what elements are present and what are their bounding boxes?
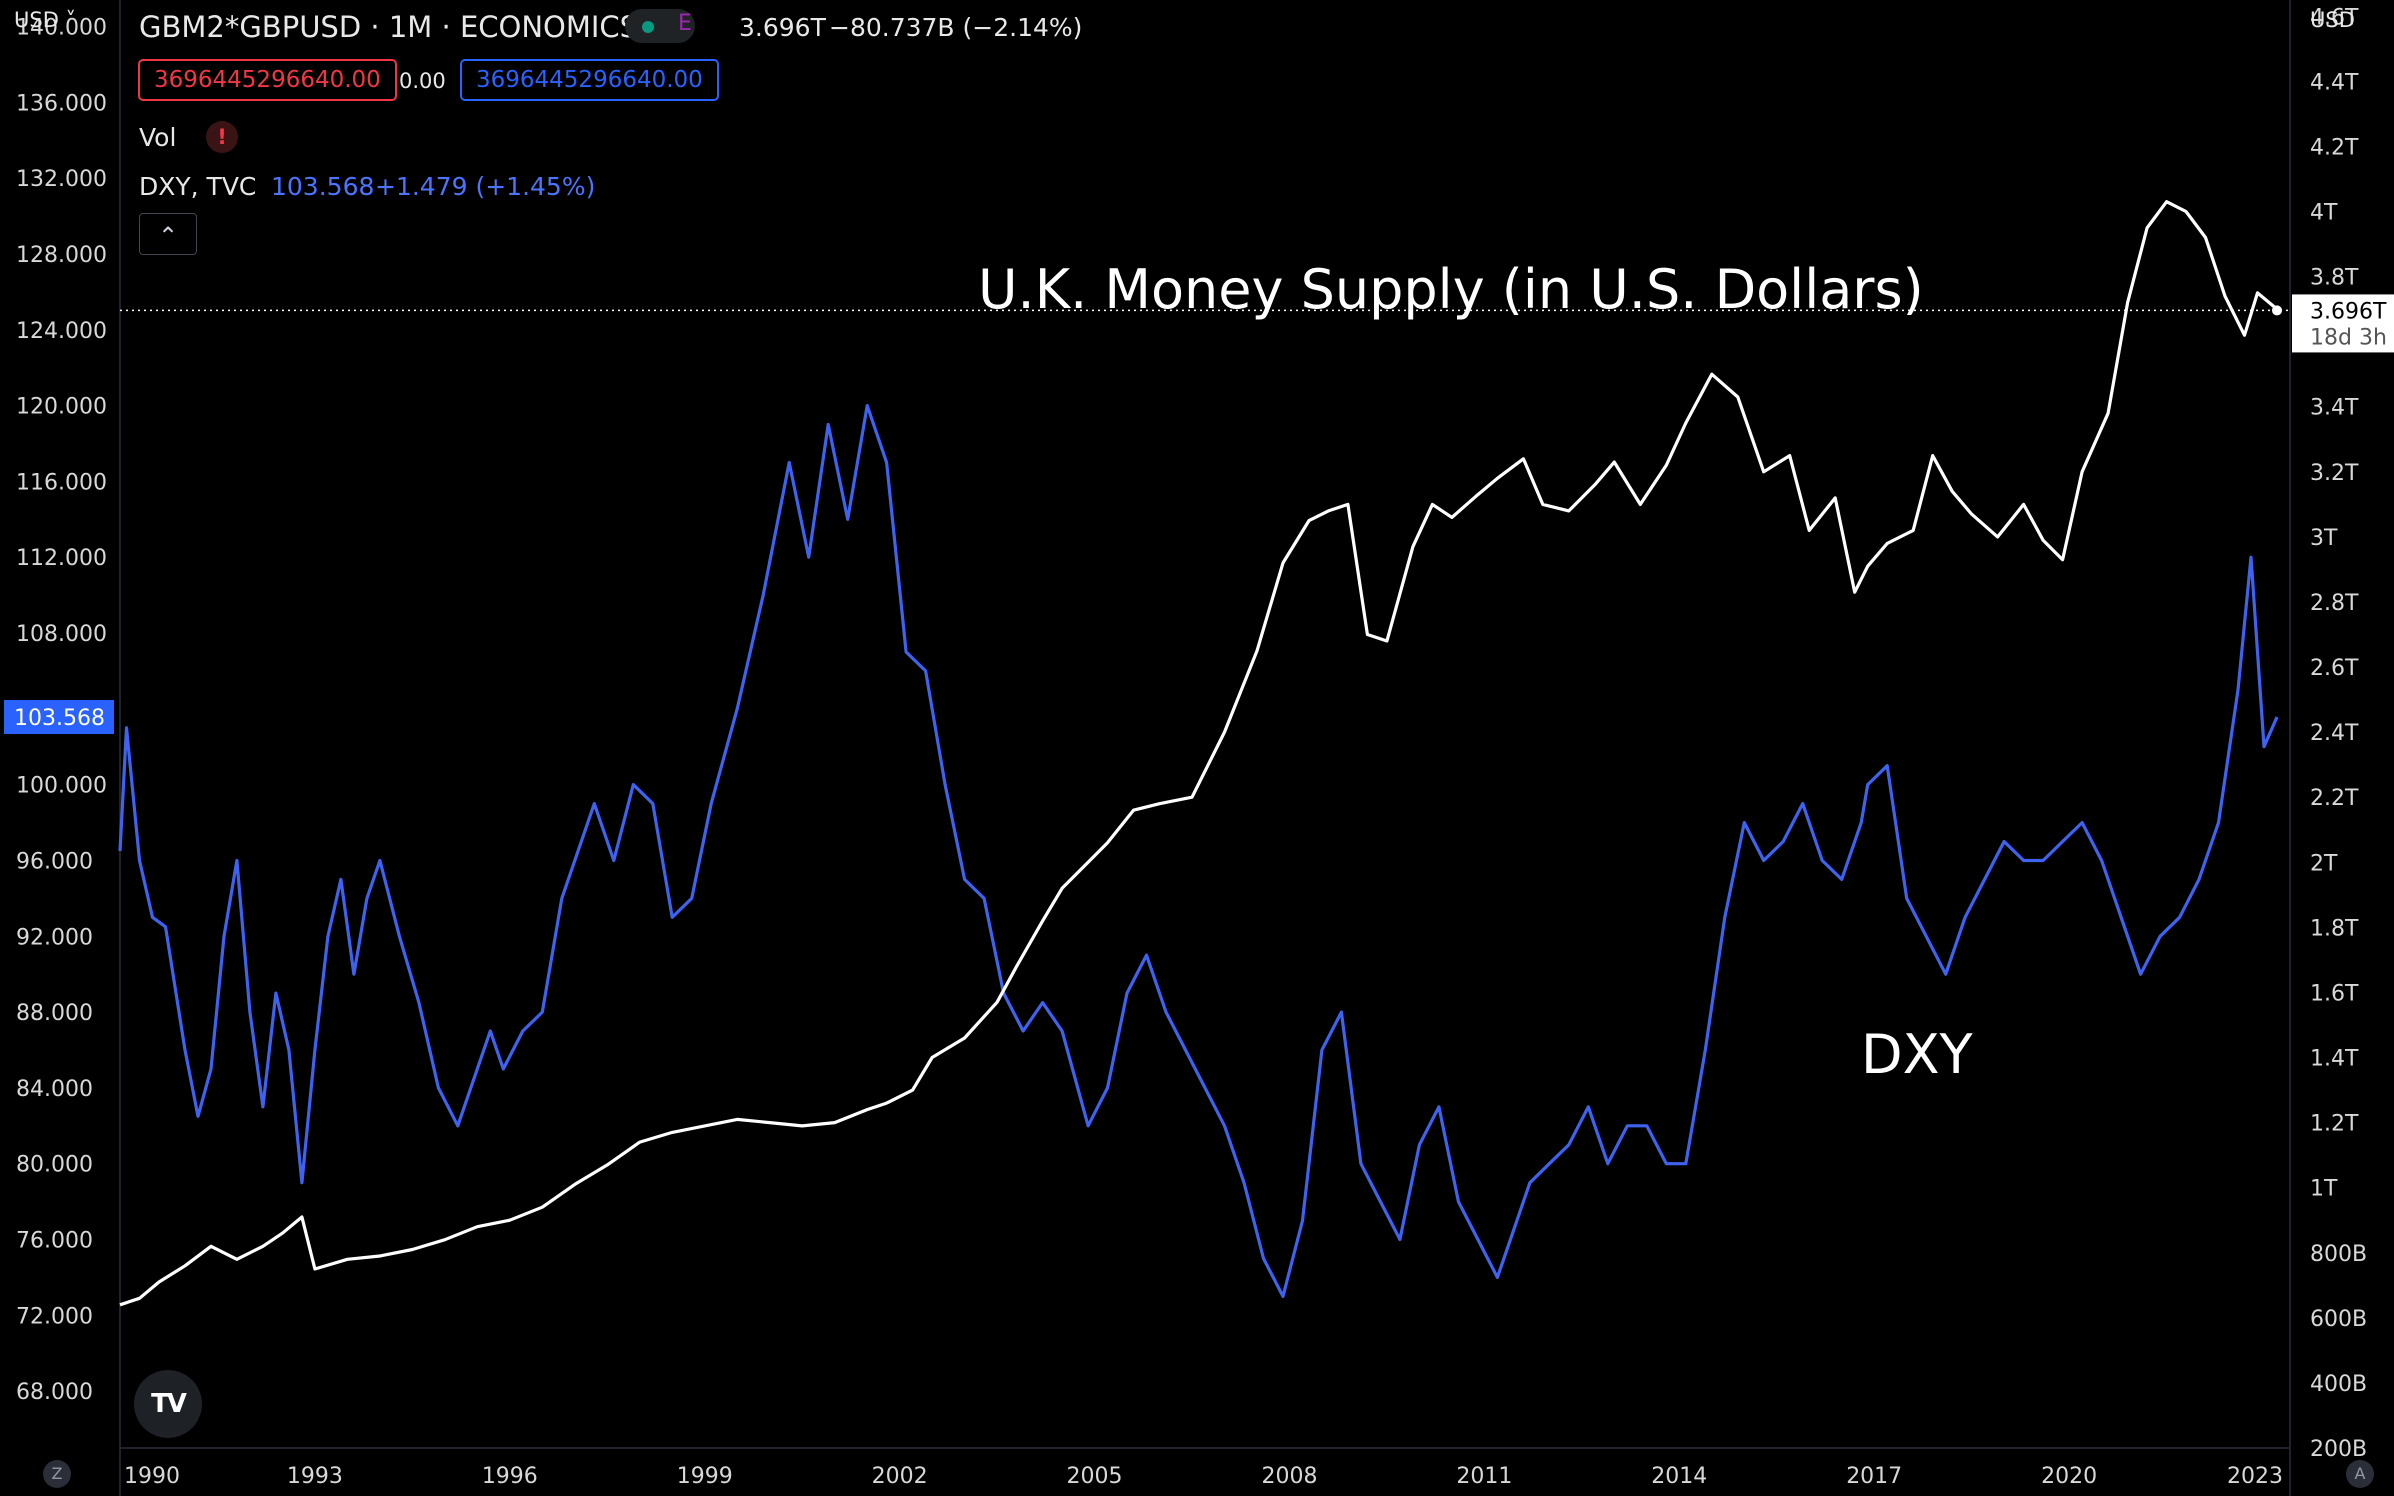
volume-label[interactable]: Vol bbox=[139, 123, 177, 152]
x-axis-tick: 2011 bbox=[1456, 1464, 1512, 1489]
x-axis-tick: 1990 bbox=[124, 1464, 180, 1489]
last-point-marker bbox=[2272, 305, 2283, 316]
right-axis-tick: 4.2T bbox=[2310, 135, 2359, 160]
right-axis-tick: 600B bbox=[2310, 1307, 2367, 1332]
left-axis-tick: 76.000 bbox=[16, 1229, 93, 1254]
right-axis-tick: 1.2T bbox=[2310, 1112, 2359, 1137]
right-axis-tick: 1.6T bbox=[2310, 981, 2359, 1006]
left-axis-tick: 88.000 bbox=[16, 1001, 93, 1026]
x-axis-tick: 2023 bbox=[2227, 1464, 2283, 1489]
left-current-price-label: 103.568 bbox=[14, 706, 105, 731]
x-axis-tick: 1993 bbox=[287, 1464, 343, 1489]
right-axis-tick: 3.2T bbox=[2310, 461, 2359, 486]
left-axis-tick: 92.000 bbox=[16, 925, 93, 950]
left-axis-tick: 68.000 bbox=[16, 1380, 93, 1405]
volume-warning-icon[interactable]: ! bbox=[206, 121, 238, 153]
right-axis-tick: 2.4T bbox=[2310, 721, 2359, 746]
x-axis-tick: 1999 bbox=[677, 1464, 733, 1489]
dxy-annotation: DXY bbox=[1861, 1023, 1974, 1086]
auto-scale-badge[interactable]: A bbox=[2346, 1460, 2374, 1488]
status-dot-icon bbox=[642, 21, 654, 33]
right-axis-tick: 2.2T bbox=[2310, 786, 2359, 811]
right-axis-tick: 400B bbox=[2310, 1372, 2367, 1397]
right-axis-tick: 4.4T bbox=[2310, 70, 2359, 95]
left-price-label-box bbox=[4, 700, 114, 735]
x-axis-tick: 2014 bbox=[1651, 1464, 1707, 1489]
left-axis-tick: 112.000 bbox=[16, 546, 107, 571]
x-axis-tick: 2002 bbox=[872, 1464, 928, 1489]
status-e-badge: E bbox=[678, 11, 692, 36]
x-axis-tick: 2008 bbox=[1261, 1464, 1317, 1489]
right-axis-tick: 1.8T bbox=[2310, 916, 2359, 941]
left-axis-tick: 120.000 bbox=[16, 395, 107, 420]
left-axis-tick: 84.000 bbox=[16, 1077, 93, 1102]
right-axis-tick: 3.4T bbox=[2310, 396, 2359, 421]
spread-value: 0.00 bbox=[399, 69, 446, 93]
right-axis-tick: 800B bbox=[2310, 1242, 2367, 1267]
left-axis-tick: 140.000 bbox=[16, 16, 107, 41]
left-axis-tick: 116.000 bbox=[16, 470, 107, 495]
left-currency-selector[interactable]: USD ˅ bbox=[14, 8, 77, 32]
sell-price-box[interactable]: 3696445296640.00 bbox=[460, 59, 719, 101]
tradingview-logo[interactable]: TV bbox=[134, 1370, 202, 1438]
symbol-title[interactable]: GBM2*GBPUSD · 1M · ECONOMICS bbox=[139, 10, 639, 44]
x-axis-tick: 2005 bbox=[1067, 1464, 1123, 1489]
dxy-legend-value: 103.568 bbox=[271, 172, 375, 201]
buy-price-box[interactable]: 3696445296640.00 bbox=[138, 59, 397, 101]
dxy-legend-label[interactable]: DXY, TVC bbox=[139, 172, 257, 201]
right-axis-tick: 4.6T bbox=[2310, 5, 2359, 30]
left-axis-tick: 124.000 bbox=[16, 319, 107, 344]
collapse-legend-button[interactable]: ⌃ bbox=[139, 213, 197, 255]
change-value: −80.737B (−2.14%) bbox=[829, 13, 1083, 42]
left-axis-tick: 128.000 bbox=[16, 243, 107, 268]
last-value: 3.696T bbox=[739, 13, 826, 42]
x-axis-tick: 2017 bbox=[1846, 1464, 1902, 1489]
left-axis-tick: 72.000 bbox=[16, 1304, 93, 1329]
dxy-legend-change: +1.479 (+1.45%) bbox=[375, 172, 596, 201]
right-axis-tick: 1.4T bbox=[2310, 1047, 2359, 1072]
left-axis-tick: 80.000 bbox=[16, 1153, 93, 1178]
left-axis-tick: 96.000 bbox=[16, 849, 93, 874]
uk-m2-series-line bbox=[119, 200, 2279, 1307]
right-axis-tick: 2T bbox=[2310, 851, 2338, 876]
x-axis-tick: 1996 bbox=[482, 1464, 538, 1489]
left-axis-tick: 100.000 bbox=[16, 774, 107, 799]
left-axis-tick: 136.000 bbox=[16, 91, 107, 116]
right-axis-tick: 3.8T bbox=[2310, 266, 2359, 291]
right-axis-tick: 200B bbox=[2310, 1437, 2367, 1462]
right-axis-tick: 2.8T bbox=[2310, 591, 2359, 616]
right-price-label-box bbox=[2292, 294, 2394, 353]
right-currency-label[interactable]: USD bbox=[2310, 8, 2355, 32]
x-axis-tick: 2020 bbox=[2041, 1464, 2097, 1489]
market-status-pill[interactable]: E bbox=[625, 9, 695, 43]
right-axis-tick: 1T bbox=[2310, 1177, 2338, 1202]
right-countdown-label: 18d 3h bbox=[2310, 325, 2387, 350]
left-axis-tick: 132.000 bbox=[16, 167, 107, 192]
right-current-price-label: 3.696T bbox=[2310, 299, 2387, 324]
zoom-badge[interactable]: Z bbox=[43, 1460, 71, 1488]
right-axis-tick: 3T bbox=[2310, 526, 2338, 551]
left-axis-tick: 108.000 bbox=[16, 622, 107, 647]
dxy-series-line bbox=[118, 404, 2279, 1298]
right-axis-tick: 2.6T bbox=[2310, 656, 2359, 681]
uk-money-supply-annotation: U.K. Money Supply (in U.S. Dollars) bbox=[978, 258, 1924, 321]
right-axis-tick: 4T bbox=[2310, 201, 2338, 226]
